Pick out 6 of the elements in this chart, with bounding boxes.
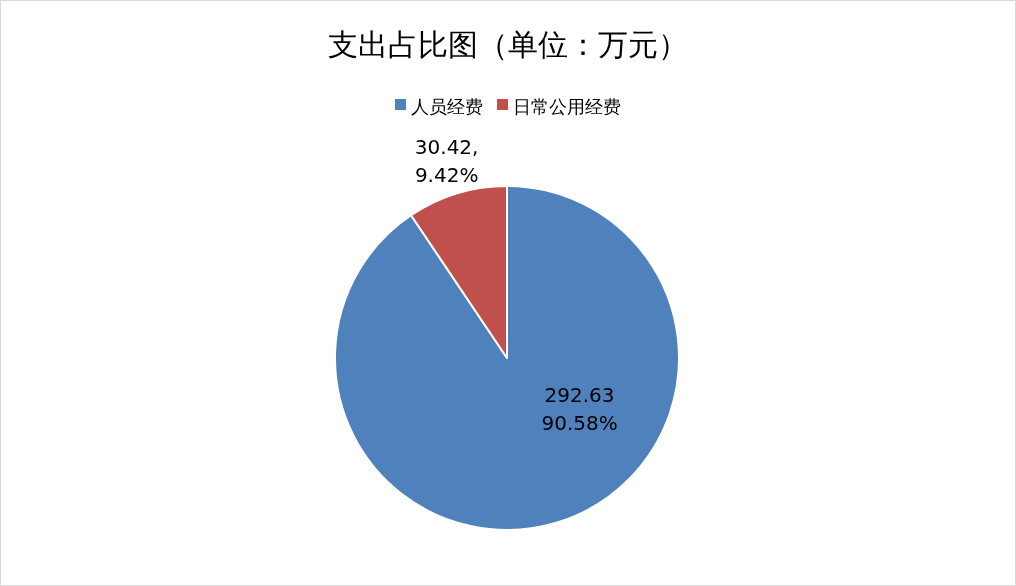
legend-label: 人员经费 xyxy=(411,96,483,117)
data-label: 30.42, 9.42% xyxy=(414,134,479,187)
chart-title: 支出占比图（单位：万元） xyxy=(328,27,688,62)
pie-slice xyxy=(334,185,680,531)
legend-label: 日常公用经费 xyxy=(513,96,621,117)
data-label: 292.63 90.58% xyxy=(541,383,618,436)
